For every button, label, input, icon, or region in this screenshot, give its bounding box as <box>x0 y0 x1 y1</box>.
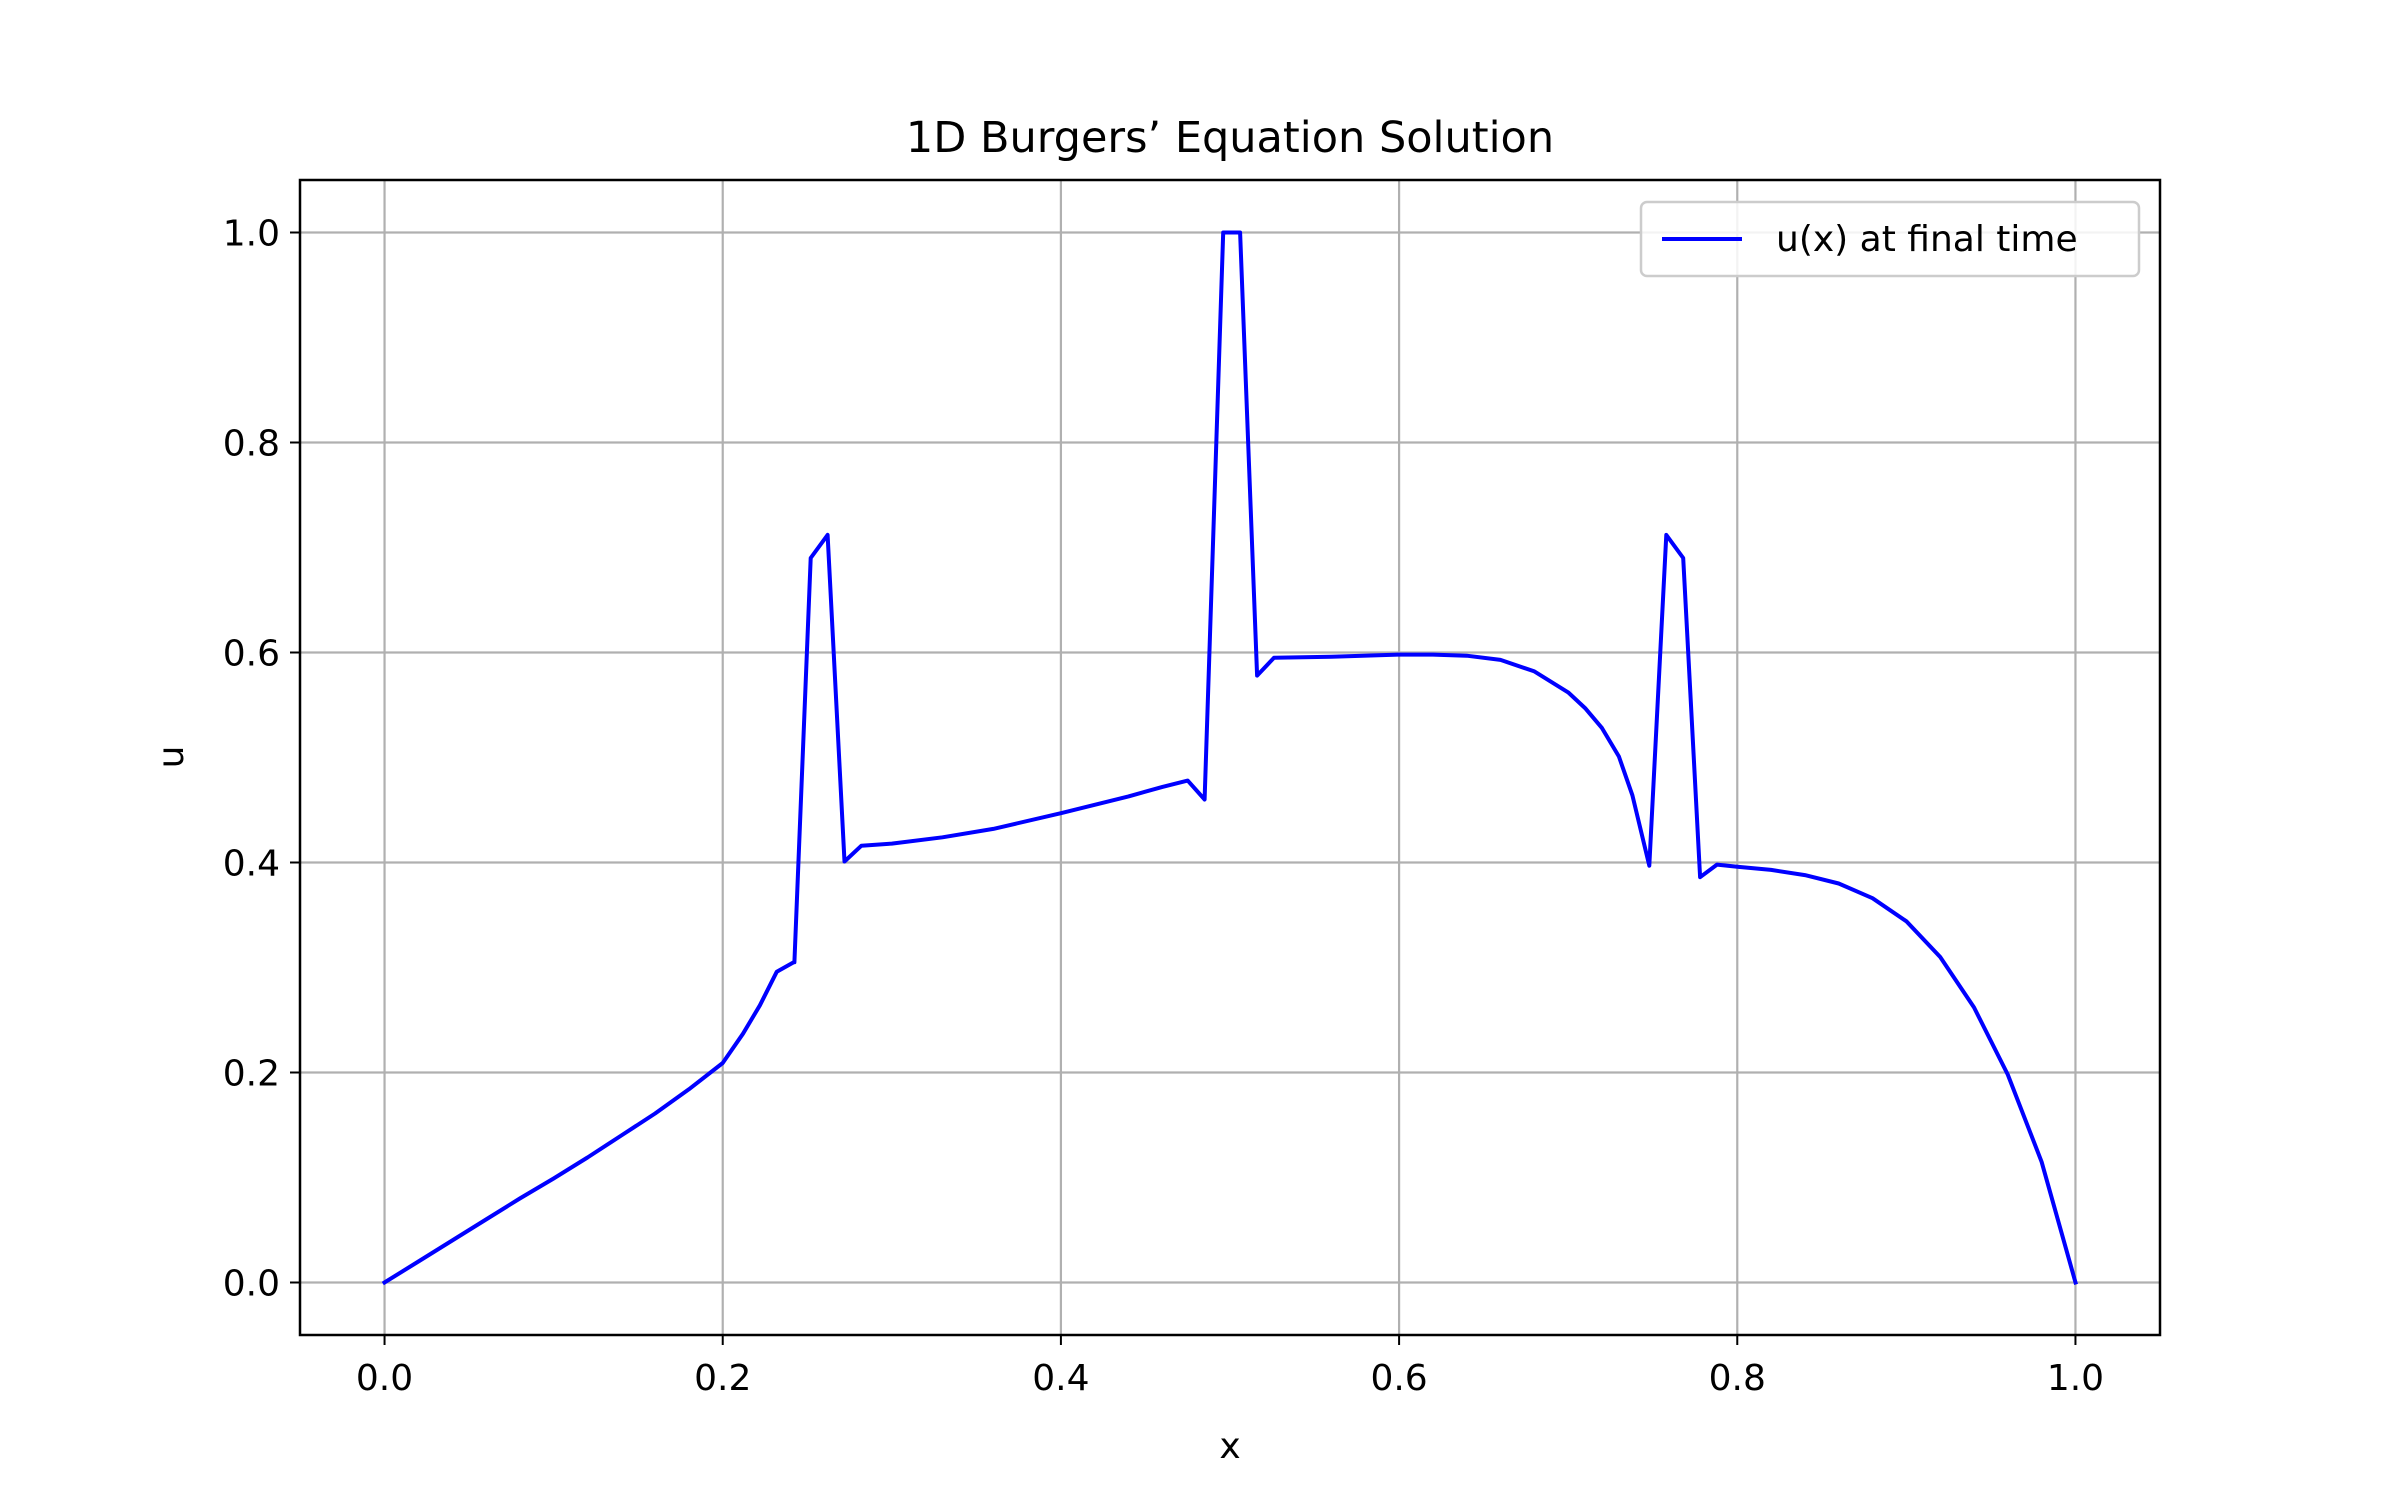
legend-box <box>1639 200 2141 278</box>
x-tick-label: 1.0 <box>2047 1358 2104 1399</box>
y-tick-label: 0.6 <box>223 634 280 675</box>
series-layer <box>381 230 2078 1286</box>
x-axis-label: x <box>1219 1426 1240 1467</box>
x-tick-label: 0.6 <box>1370 1358 1427 1399</box>
series-line <box>381 230 2078 1286</box>
y-axis-label: u <box>151 746 192 769</box>
x-tick-label: 0.4 <box>1032 1358 1089 1399</box>
x-tick-label: 0.0 <box>356 1358 413 1399</box>
x-tick-label: 0.8 <box>1709 1358 1766 1399</box>
legend: u(x) at final time <box>1639 200 2141 278</box>
y-tick-label: 0.2 <box>223 1054 280 1095</box>
y-tick-label: 1.0 <box>223 214 280 255</box>
axis-ticks: 0.0 0.2 0.4 0.6 0.8 1.0 0.0 0.2 0.4 0.6 0.8 1.0 <box>223 214 2104 1400</box>
chart-title: 1D Burgers’ Equation Solution <box>906 113 1554 163</box>
x-tick-label: 0.2 <box>694 1358 751 1399</box>
y-tick-label: 0.4 <box>223 844 280 885</box>
plot-frame <box>298 178 2162 1337</box>
y-tick-label: 0.0 <box>223 1264 280 1305</box>
y-tick-label: 0.8 <box>223 424 280 465</box>
legend-label: u(x) at final time <box>1776 219 2078 260</box>
